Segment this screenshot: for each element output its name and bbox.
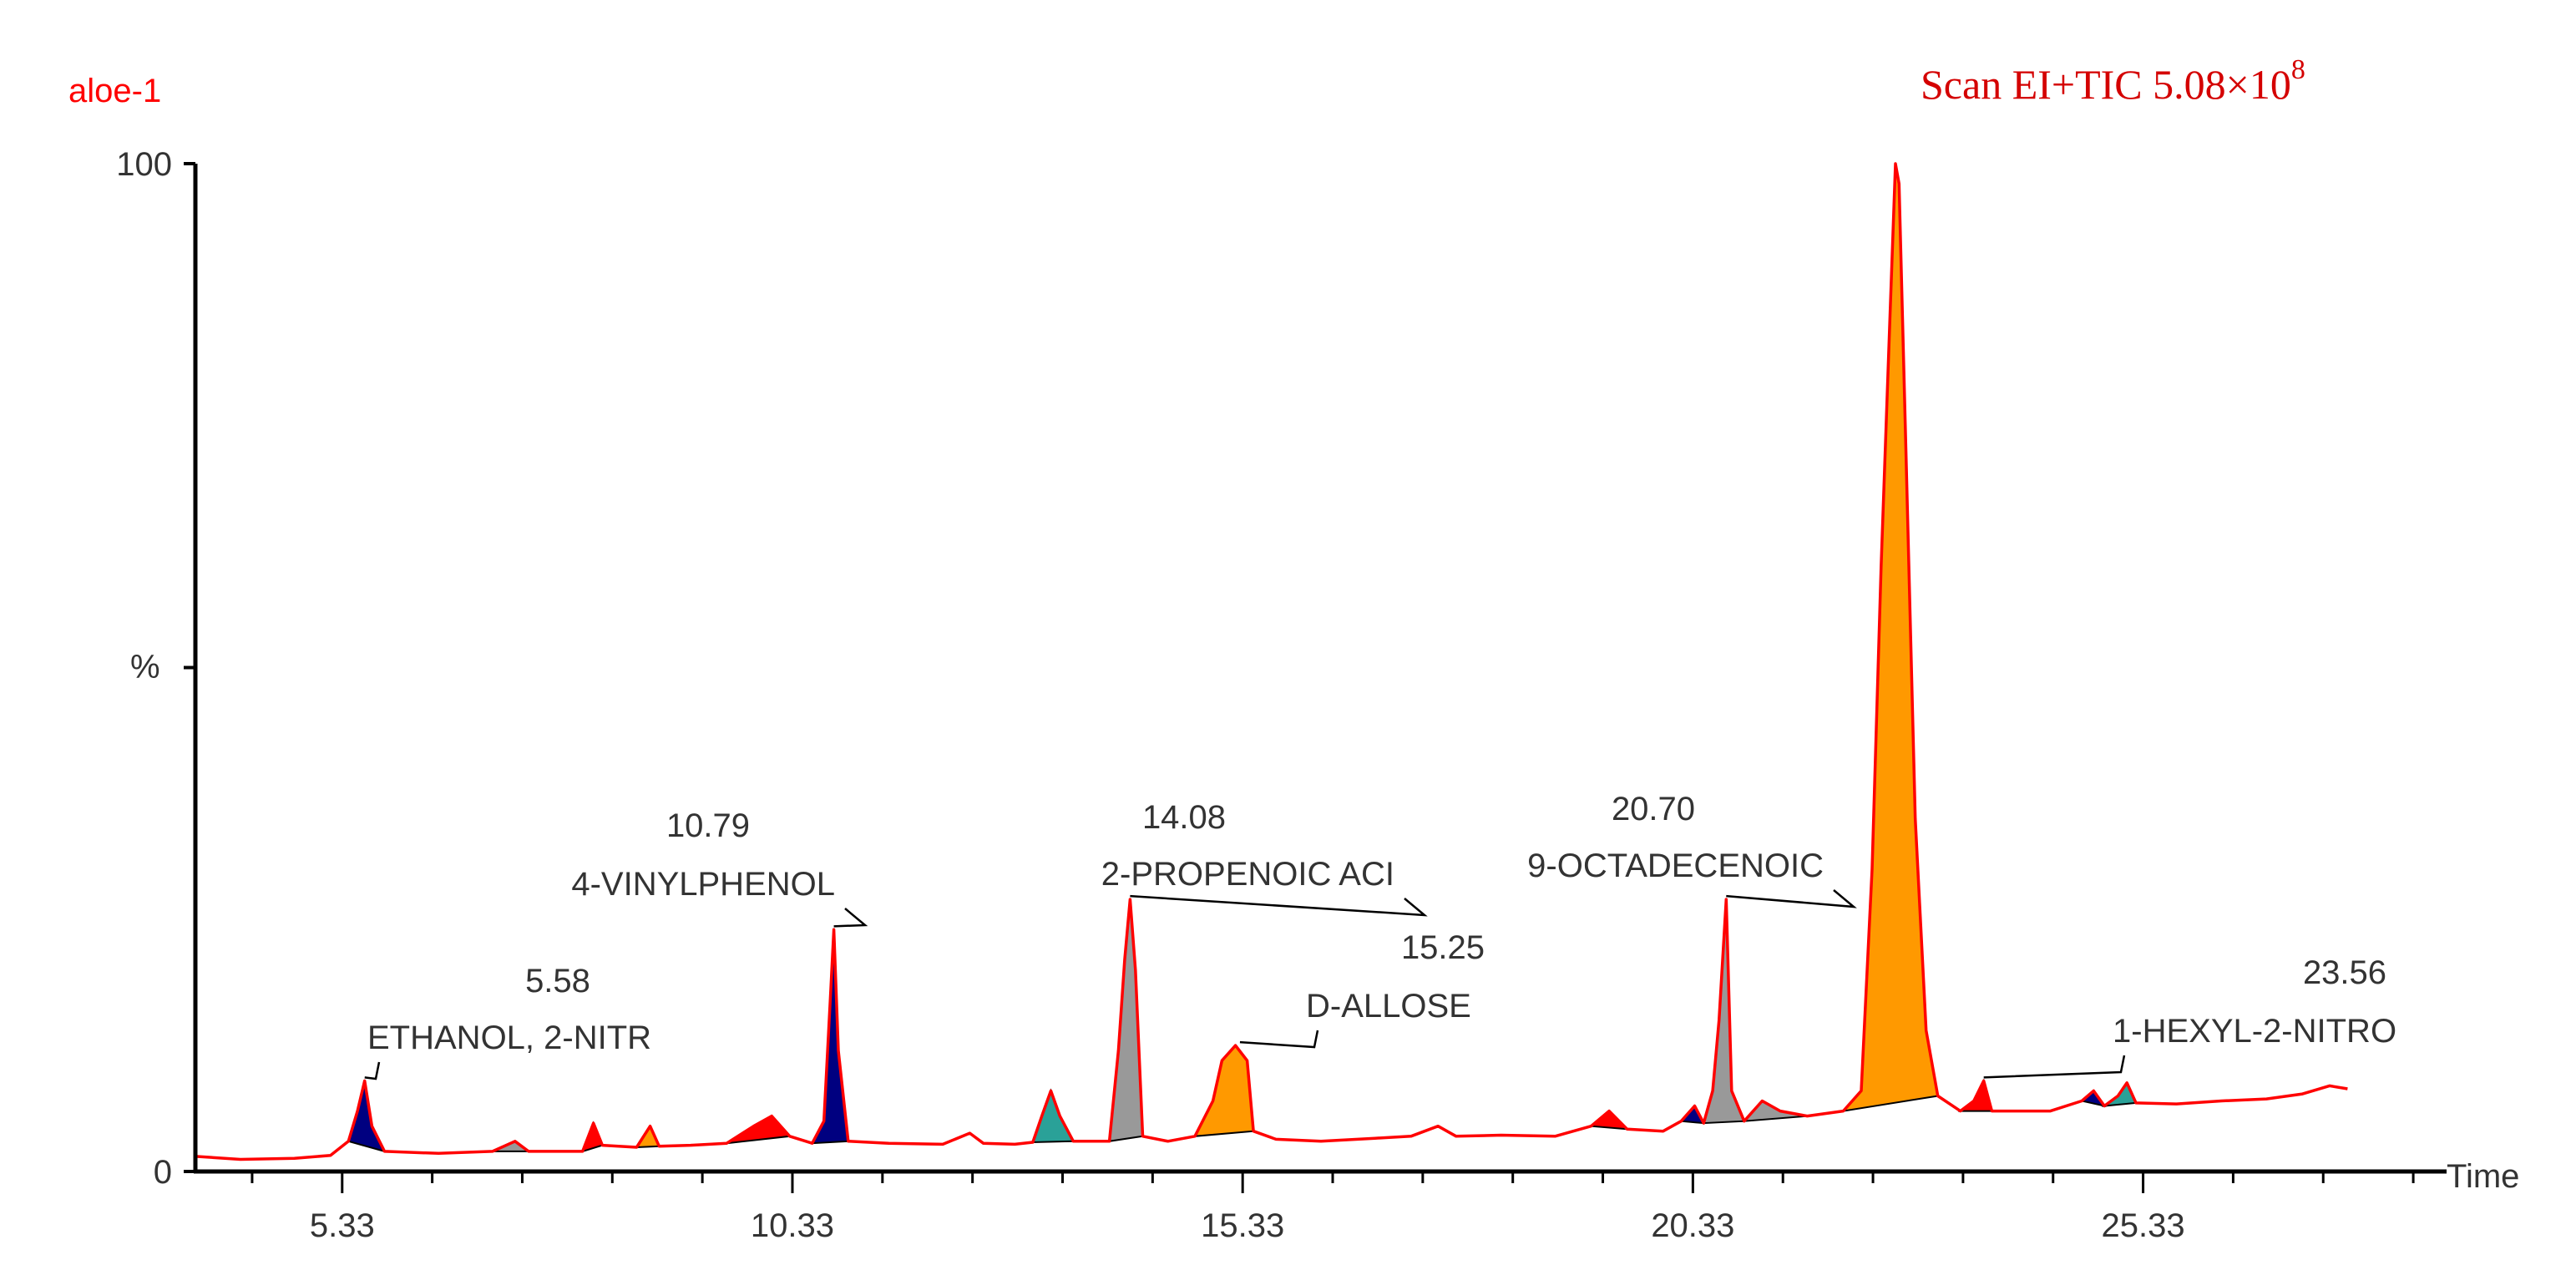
peak-fill — [810, 929, 849, 1145]
trace-layer — [195, 162, 2348, 1161]
y-tick-label: 100 — [116, 146, 172, 183]
peak-leader-line — [364, 1061, 381, 1080]
x-axis-label: Time — [2447, 1158, 2519, 1195]
tic-trace — [195, 162, 2348, 1161]
peak-retention-time: 20.70 — [1612, 791, 1695, 827]
sample-name: aloe-1 — [68, 73, 161, 109]
peak-retention-time: 14.08 — [1142, 799, 1226, 836]
x-tick-label: 25.33 — [2102, 1207, 2185, 1244]
peak-leader-line — [1983, 1055, 2126, 1079]
peak-leader-line — [833, 908, 868, 928]
peak-compound-name: 4-VINYLPHENOL — [571, 866, 835, 903]
peak-retention-time: 23.56 — [2303, 954, 2386, 991]
peak-compound-name: 1-HEXYL-2-NITRO — [2113, 1013, 2396, 1050]
peak-leader-line — [1239, 1030, 1319, 1049]
y-axis-label: % — [130, 649, 160, 686]
peak-leader-line — [1130, 894, 1428, 917]
peak-fill — [726, 1115, 792, 1145]
x-tick-label: 15.33 — [1201, 1207, 1284, 1244]
peak-leader-line — [1726, 889, 1857, 908]
x-tick-label: 20.33 — [1651, 1207, 1734, 1244]
chart-title: Scan EI+TIC 5.08×108 — [1921, 54, 2305, 108]
peak-compound-name: D-ALLOSE — [1306, 988, 1471, 1025]
peak-compound-name: 2-PROPENOIC ACI — [1101, 856, 1394, 893]
peak-retention-time: 5.58 — [525, 963, 590, 999]
peak-compound-name: ETHANOL, 2-NITR — [367, 1020, 651, 1056]
x-tick-label: 10.33 — [751, 1207, 834, 1244]
chart-title-main: Scan EI+TIC 5.08×10 — [1921, 61, 2291, 108]
peak-retention-time: 15.25 — [1401, 929, 1485, 966]
chart-title-exponent: 8 — [2291, 54, 2305, 85]
y-tick-label: 0 — [154, 1154, 172, 1191]
axes: 100 0 5.33 10.33 15.33 20.33 25.33 — [116, 146, 2447, 1244]
x-tick-label: 5.33 — [310, 1207, 375, 1244]
peak-compound-name: 9-OCTADECENOIC — [1527, 848, 1824, 884]
peak-retention-time: 10.79 — [666, 807, 750, 844]
peak-fills — [347, 163, 2138, 1153]
peak-labels: 5.58 ETHANOL, 2-NITR 10.79 4-VINYLPHENOL 14.… — [364, 791, 2396, 1080]
